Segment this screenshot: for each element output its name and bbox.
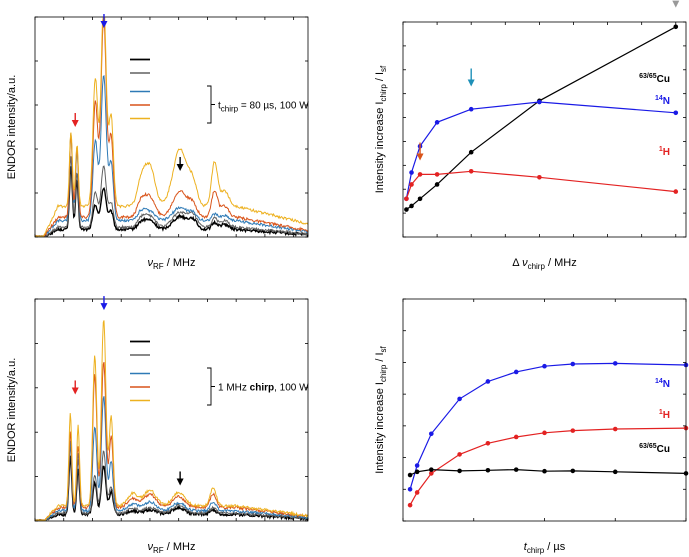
- spectrum-line: [35, 18, 309, 237]
- x-axis-label: Δ νchirp / MHz: [512, 257, 576, 271]
- plot-frame: [402, 298, 687, 522]
- legend: 1 MHz chirp, 100 W: [130, 340, 309, 406]
- x-axis-label: νRF / MHz: [148, 541, 196, 555]
- y-axis-label: Intensity increase Ichirp / Isf: [374, 65, 388, 193]
- series-line: [409, 468, 687, 476]
- legend: tchirp = 80 µs, 100 W: [130, 58, 309, 124]
- spectrum-line: [35, 166, 309, 238]
- spectrum-line: [35, 16, 309, 237]
- data-point: [513, 369, 519, 375]
- series-label: 1H: [659, 146, 670, 158]
- panel-a-spectrum-chart: νRF / MHz ENDOR intensity/a.u. tchirp = 80…: [6, 14, 309, 271]
- spectrum-line: [34, 74, 309, 237]
- peak-arrow: [100, 296, 108, 311]
- series-cu: 63/65Cu: [407, 443, 689, 478]
- data-point: [409, 203, 414, 209]
- data-point: [457, 452, 462, 457]
- data-point: [542, 468, 547, 474]
- spectrum-line: [35, 156, 309, 238]
- peak-arrow: [71, 380, 79, 395]
- data-point: [513, 434, 519, 440]
- data-point: [485, 467, 491, 473]
- peak-arrow: [176, 471, 184, 486]
- series-label: 63/65Cu: [639, 443, 670, 455]
- data-point: [673, 24, 679, 30]
- data-point: [407, 472, 413, 478]
- plot-frame: [34, 16, 309, 238]
- data-point: [417, 196, 423, 202]
- highlight-arrow: [416, 142, 424, 161]
- legend-brace-label: 1 MHz chirp, 100 W: [218, 383, 309, 394]
- peak-arrow: [176, 157, 184, 171]
- legend-brace: [207, 85, 215, 124]
- series-cu: 63/65Cu: [404, 24, 679, 212]
- data-point: [404, 207, 409, 212]
- series-line: [409, 362, 687, 490]
- y-axis-label: ENDOR intensity/a.u.: [6, 358, 18, 463]
- data-point: [468, 149, 474, 155]
- data-point: [457, 468, 462, 474]
- series-h: 1H: [407, 409, 689, 508]
- data-point: [485, 441, 491, 446]
- data-point: [409, 182, 414, 187]
- y-axis-label: Intensity increase Ichirp / Isf: [374, 345, 388, 473]
- series-label: 63/65Cu: [639, 73, 670, 85]
- x-axis-label: tchirp / µs: [524, 541, 566, 555]
- data-point: [570, 468, 576, 474]
- y-axis-label: ENDOR intensity/a.u.: [6, 75, 18, 180]
- data-point: [485, 379, 491, 384]
- x-axis-label: νRF / MHz: [148, 257, 196, 271]
- data-point: [537, 99, 542, 105]
- data-point: [407, 502, 413, 508]
- plot-frame: [34, 298, 309, 522]
- plot-frame: [402, 21, 687, 238]
- highlight-arrow: [467, 68, 475, 87]
- data-point: [612, 469, 618, 475]
- data-point: [409, 170, 414, 175]
- data-point: [537, 174, 542, 180]
- data-point: [468, 169, 474, 174]
- data-point: [612, 361, 618, 366]
- highlight-arrow: [672, 0, 680, 8]
- series-n: 14N: [404, 95, 679, 202]
- peak-arrow: [71, 113, 79, 127]
- data-point: [468, 106, 474, 112]
- legend-brace: [207, 367, 215, 406]
- series-line: [405, 101, 676, 199]
- data-point: [570, 361, 576, 367]
- data-point: [414, 469, 420, 475]
- data-point: [673, 189, 679, 194]
- data-point: [414, 463, 420, 468]
- panel-c-spectrum-chart: νRF / MHz ENDOR intensity/a.u. 1 MHz chirp…: [6, 296, 309, 555]
- data-point: [417, 172, 423, 177]
- panel-d-intensity-vs-chirp-length-chart: 14N 1H 63/65Cu tchirp / µs Intensity increas…: [374, 298, 689, 555]
- data-point: [429, 467, 434, 472]
- series-label: 1H: [659, 409, 670, 421]
- series-label: 14N: [655, 95, 670, 107]
- data-point: [673, 110, 679, 116]
- data-point: [407, 486, 413, 492]
- data-point: [434, 120, 440, 125]
- series-n: 14N: [407, 361, 689, 492]
- data-point: [457, 396, 462, 402]
- data-point: [434, 172, 440, 177]
- data-point: [429, 471, 434, 476]
- legend-brace-label: tchirp = 80 µs, 100 W: [218, 101, 309, 114]
- data-point: [542, 363, 547, 369]
- data-point: [612, 426, 618, 432]
- series-line: [409, 427, 687, 506]
- peak-arrow: [100, 14, 108, 28]
- data-point: [570, 428, 576, 433]
- series-label: 14N: [655, 378, 670, 390]
- data-point: [513, 467, 519, 472]
- spectrum-line: [35, 320, 309, 521]
- data-point: [434, 182, 440, 187]
- panel-b-intensity-vs-bandwidth-chart: 63/65Cu 14N 1H Δ νchirp / MHz Intensity incr…: [374, 0, 687, 271]
- series-h: 1H: [404, 146, 679, 202]
- data-point: [429, 431, 434, 437]
- data-point: [542, 430, 547, 436]
- data-point: [404, 196, 409, 202]
- data-point: [414, 490, 420, 495]
